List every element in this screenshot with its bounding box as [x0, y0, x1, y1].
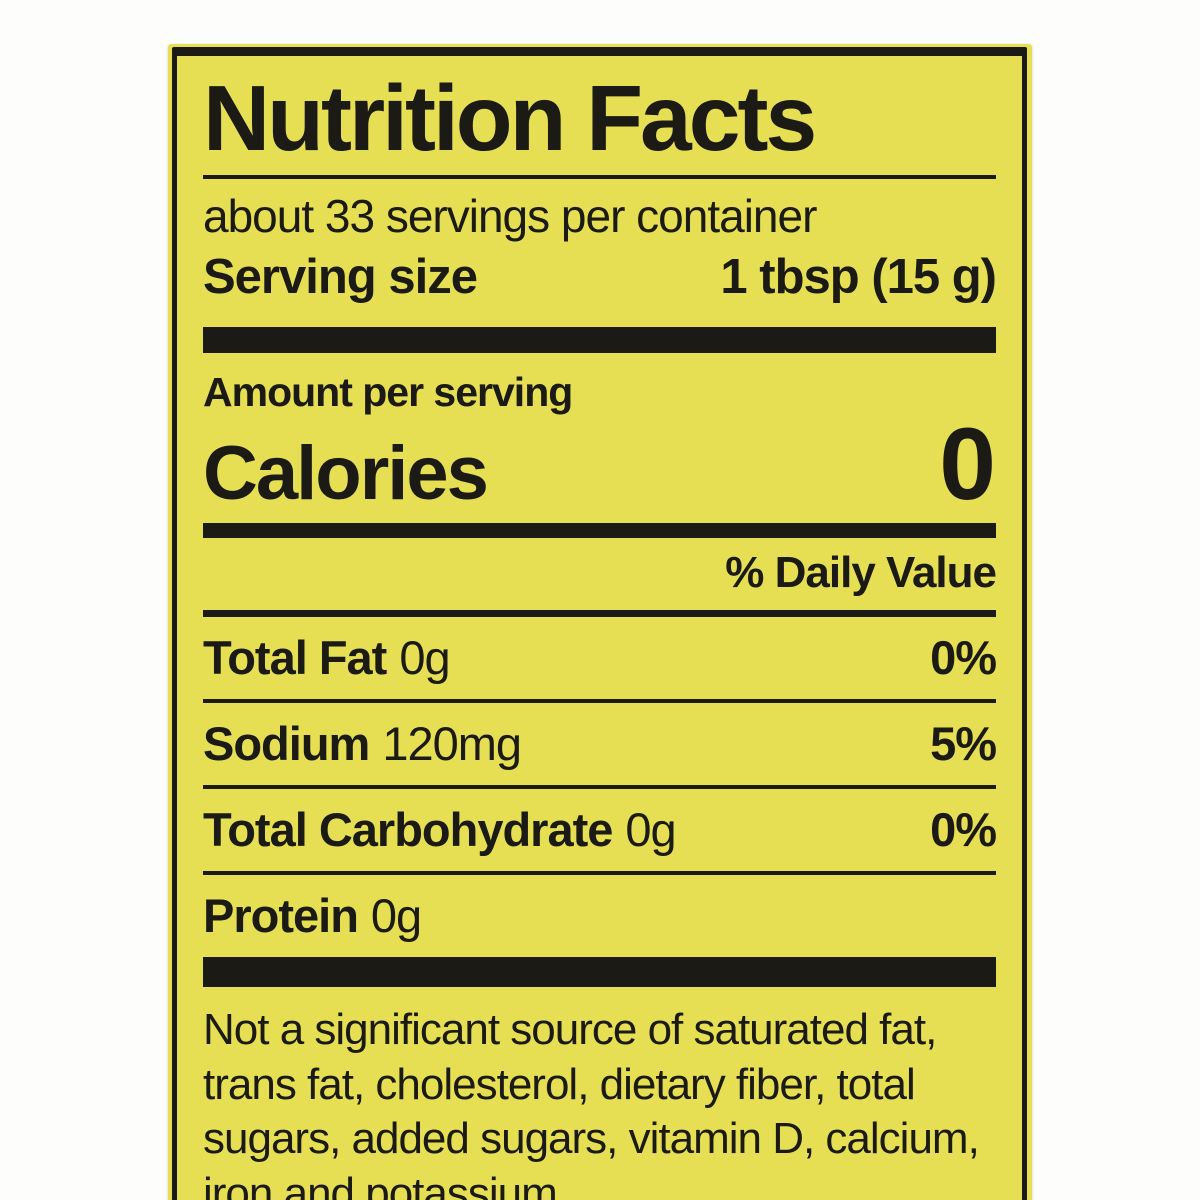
thick-divider-top	[203, 326, 996, 353]
serving-size-label: Serving size	[203, 249, 478, 304]
nutrition-label-sticker: Nutrition Facts about 33 servings per co…	[168, 44, 1032, 1200]
calories-row: Calories 0	[203, 406, 996, 521]
nutrient-name-and-amount: Total Fat 0g	[203, 630, 451, 685]
divider-under-daily-value	[203, 610, 996, 618]
servings-per-container: about 33 servings per container	[203, 190, 817, 242]
nutrient-row-total-fat: Total Fat 0g 0%	[203, 617, 997, 699]
nutrient-amount: 0g	[399, 631, 450, 685]
nutrient-name-and-amount: Total Carbohydrate 0g	[203, 802, 677, 857]
nutrient-name: Total Fat	[203, 631, 387, 685]
calories-label: Calories	[203, 430, 489, 516]
nutrient-amount: 0g	[370, 889, 422, 943]
nutrient-daily-value: 5%	[930, 717, 997, 771]
not-significant-source-footnote: Not a significant source of saturated fa…	[203, 1005, 980, 1200]
serving-size-row: Serving size 1 tbsp (15 g)	[203, 249, 997, 305]
nutrient-amount: 0g	[625, 803, 676, 857]
nutrient-name-and-amount: Sodium 120mg	[203, 716, 522, 771]
amount-per-serving-label: Amount per serving	[203, 368, 573, 415]
nutrition-label-frame: Nutrition Facts about 33 servings per co…	[172, 47, 1027, 1200]
nutrient-row-protein: Protein 0g	[203, 871, 996, 957]
nutrient-name: Protein	[203, 889, 359, 943]
nutrient-row-sodium: Sodium 120mg 5%	[203, 699, 997, 785]
nutrient-amount: 120mg	[382, 717, 522, 771]
nutrient-daily-value: 0%	[930, 803, 997, 857]
nutrition-facts-title: Nutrition Facts	[203, 66, 817, 170]
daily-value-header: % Daily Value	[725, 548, 997, 598]
nutrient-daily-value: 0%	[930, 631, 997, 685]
nutrient-name: Total Carbohydrate	[203, 803, 613, 857]
serving-size-value: 1 tbsp (15 g)	[720, 249, 997, 304]
medium-divider-under-calories	[203, 523, 996, 539]
nutrient-row-total-carbohydrate: Total Carbohydrate 0g 0%	[203, 785, 997, 871]
thick-divider-bottom	[203, 957, 996, 988]
nutrient-name-and-amount: Protein 0g	[203, 888, 422, 943]
calories-value: 0	[939, 406, 996, 521]
nutrient-name: Sodium	[203, 717, 370, 771]
divider-under-title	[203, 175, 996, 179]
